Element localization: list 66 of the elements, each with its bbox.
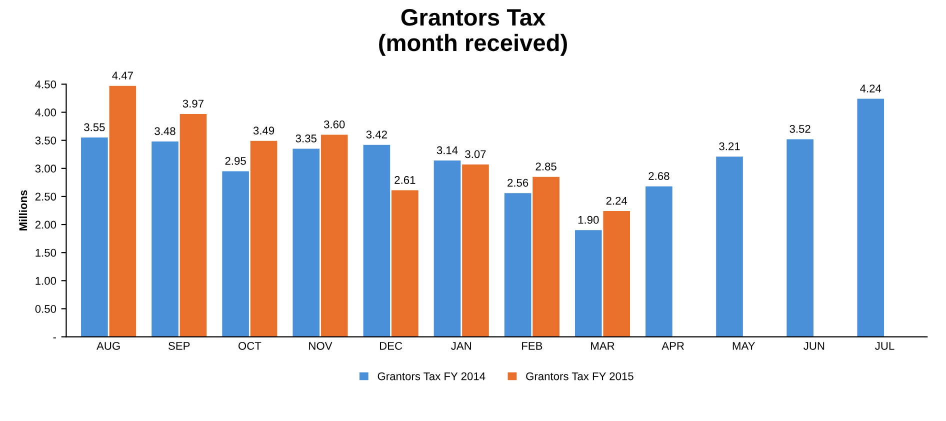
data-label: 3.14: [436, 146, 458, 154]
y-tick-label: -: [53, 337, 56, 338]
y-axis-title: Millions: [18, 190, 28, 230]
bar: [152, 141, 178, 337]
bar: [462, 164, 489, 337]
data-label: 2.56: [508, 178, 528, 187]
data-label: 2.85: [536, 162, 556, 170]
data-label: 3.52: [790, 124, 810, 133]
bar: [250, 140, 278, 337]
data-label: 2.24: [606, 196, 628, 205]
y-tick-label: 3.00: [35, 164, 56, 173]
x-tick-label: JAN: [451, 342, 471, 350]
x-tick-label: MAR: [591, 342, 614, 350]
legend-label: Grantors Tax FY 2014: [378, 372, 486, 380]
y-tick-label: 4.50: [35, 80, 56, 88]
bar: [434, 160, 461, 337]
y-tick-label: 4.00: [35, 108, 56, 116]
bar: [504, 193, 532, 337]
bar: [363, 144, 390, 337]
data-label: 3.07: [465, 150, 486, 158]
chart-title: Grantors Tax (month received): [379, 9, 567, 56]
data-label: 3.21: [719, 142, 740, 150]
x-tick-label: JUN: [804, 342, 824, 350]
bar: [532, 176, 560, 337]
bar: [786, 139, 814, 337]
data-label: 3.42: [366, 130, 387, 138]
y-tick-label: 1.00: [36, 276, 56, 285]
bar: [320, 134, 348, 337]
x-tick-label: SEP: [168, 342, 190, 350]
y-tick-label: 0.50: [35, 305, 56, 313]
bar: [574, 230, 602, 337]
x-tick-label: NOV: [309, 342, 332, 350]
data-label: 3.60: [324, 120, 345, 128]
data-label: 2.68: [648, 172, 670, 180]
bar: [857, 98, 884, 337]
data-label: 2.95: [225, 156, 246, 165]
legend-label: Grantors Tax FY 2015: [526, 372, 634, 380]
data-label: 4.24: [860, 84, 882, 92]
data-label: 3.97: [182, 100, 204, 108]
y-tick-label: 2.00: [35, 220, 56, 229]
data-label: 4.47: [112, 72, 133, 80]
bar: [180, 114, 207, 337]
y-tick-label: 3.50: [35, 136, 56, 144]
data-label: 1.90: [578, 216, 599, 224]
data-label: 2.61: [394, 176, 416, 184]
y-tick-label: 1.50: [36, 248, 56, 257]
data-label: 3.55: [84, 123, 105, 132]
bar: [109, 86, 136, 337]
bar: [81, 138, 108, 337]
bar: [222, 171, 249, 337]
x-tick-label: MAY: [732, 342, 756, 350]
bar: [292, 148, 320, 337]
y-tick-label: 2.50: [35, 192, 56, 201]
data-label: 3.49: [253, 126, 274, 135]
data-label: 3.48: [154, 127, 176, 136]
x-tick-label: JUL: [875, 342, 894, 350]
x-tick-label: AUG: [96, 342, 120, 350]
bar: [716, 156, 743, 337]
bar: [392, 190, 418, 337]
x-tick-label: OCT: [238, 342, 262, 350]
x-tick-label: FEB: [522, 342, 542, 350]
bar: [603, 211, 630, 337]
x-tick-label: APR: [662, 342, 684, 350]
data-label: 3.35: [296, 134, 316, 142]
x-tick-label: DEC: [380, 342, 402, 350]
bar: [646, 186, 672, 337]
